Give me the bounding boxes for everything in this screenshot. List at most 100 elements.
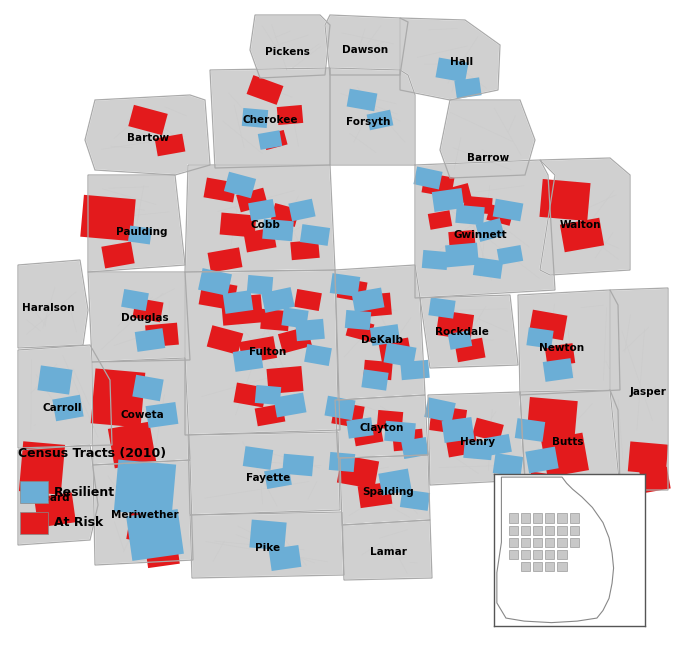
Text: Paulding: Paulding	[116, 227, 168, 237]
Polygon shape	[337, 455, 379, 489]
Polygon shape	[610, 288, 668, 490]
Polygon shape	[135, 328, 165, 352]
Polygon shape	[428, 210, 452, 230]
Bar	[521, 513, 530, 522]
Bar	[557, 550, 567, 559]
Polygon shape	[401, 437, 429, 459]
Polygon shape	[114, 460, 176, 517]
Polygon shape	[329, 452, 355, 472]
Polygon shape	[128, 226, 152, 244]
Text: Fulton: Fulton	[249, 347, 287, 357]
Polygon shape	[133, 375, 164, 401]
Polygon shape	[520, 390, 620, 490]
Polygon shape	[304, 344, 332, 366]
Polygon shape	[384, 421, 416, 443]
Bar	[545, 526, 555, 535]
Text: Douglas: Douglas	[121, 313, 169, 323]
Polygon shape	[282, 453, 313, 476]
Polygon shape	[300, 224, 330, 246]
Polygon shape	[346, 417, 374, 439]
Polygon shape	[370, 324, 400, 346]
Text: Lamar: Lamar	[370, 547, 406, 557]
Text: Clayton: Clayton	[360, 423, 404, 433]
Polygon shape	[154, 134, 185, 156]
Text: Bartow: Bartow	[127, 133, 169, 143]
Polygon shape	[288, 199, 316, 221]
Polygon shape	[266, 366, 303, 394]
Polygon shape	[38, 366, 72, 395]
Polygon shape	[239, 336, 277, 364]
Polygon shape	[422, 250, 448, 270]
Polygon shape	[250, 15, 330, 78]
Polygon shape	[198, 268, 232, 296]
Polygon shape	[497, 245, 523, 265]
Text: Resilient: Resilient	[54, 486, 115, 499]
Polygon shape	[473, 257, 503, 279]
Polygon shape	[126, 504, 170, 546]
Polygon shape	[294, 289, 322, 311]
Polygon shape	[81, 195, 136, 241]
Bar	[545, 562, 555, 571]
Polygon shape	[497, 477, 613, 622]
Polygon shape	[392, 429, 424, 451]
Text: Butts: Butts	[553, 437, 584, 447]
Polygon shape	[244, 228, 277, 252]
Bar	[545, 538, 555, 547]
Polygon shape	[145, 322, 179, 348]
Polygon shape	[330, 273, 360, 297]
Polygon shape	[486, 204, 514, 226]
Polygon shape	[108, 422, 156, 468]
Text: Meriwether: Meriwether	[111, 510, 179, 520]
Polygon shape	[264, 467, 292, 489]
Polygon shape	[345, 310, 372, 330]
Polygon shape	[133, 298, 163, 322]
Polygon shape	[377, 410, 403, 430]
Polygon shape	[527, 397, 578, 443]
Polygon shape	[295, 319, 325, 341]
Polygon shape	[207, 325, 243, 355]
Polygon shape	[18, 445, 98, 545]
Text: Spalding: Spalding	[362, 487, 414, 497]
Polygon shape	[340, 455, 430, 525]
Polygon shape	[347, 89, 377, 112]
Text: Carroll: Carroll	[42, 403, 82, 413]
Polygon shape	[234, 382, 266, 408]
Polygon shape	[85, 95, 210, 175]
Polygon shape	[429, 405, 467, 435]
Polygon shape	[144, 536, 180, 568]
Text: DeKalb: DeKalb	[361, 335, 403, 345]
Polygon shape	[126, 509, 184, 561]
Polygon shape	[210, 68, 330, 168]
Bar	[533, 526, 542, 535]
Polygon shape	[378, 468, 412, 495]
Polygon shape	[93, 460, 193, 565]
Polygon shape	[330, 68, 415, 165]
Bar	[521, 550, 530, 559]
Polygon shape	[324, 396, 356, 421]
Polygon shape	[445, 433, 479, 457]
Polygon shape	[420, 295, 518, 368]
Polygon shape	[378, 337, 412, 362]
Bar	[533, 513, 542, 522]
Polygon shape	[472, 418, 504, 442]
Text: Coweta: Coweta	[120, 410, 164, 420]
Text: Jasper: Jasper	[630, 387, 667, 397]
Polygon shape	[527, 471, 569, 504]
Polygon shape	[88, 272, 190, 362]
Polygon shape	[432, 188, 464, 212]
Polygon shape	[262, 130, 288, 150]
Polygon shape	[436, 310, 474, 340]
Polygon shape	[415, 160, 555, 298]
Bar	[557, 526, 567, 535]
Polygon shape	[436, 57, 469, 83]
Polygon shape	[442, 417, 475, 443]
Polygon shape	[248, 199, 276, 221]
Polygon shape	[515, 418, 545, 442]
Polygon shape	[440, 100, 535, 178]
Bar	[557, 538, 567, 547]
Polygon shape	[221, 294, 263, 326]
Polygon shape	[560, 218, 604, 252]
Polygon shape	[428, 297, 456, 319]
Polygon shape	[236, 188, 268, 212]
Polygon shape	[342, 520, 432, 580]
